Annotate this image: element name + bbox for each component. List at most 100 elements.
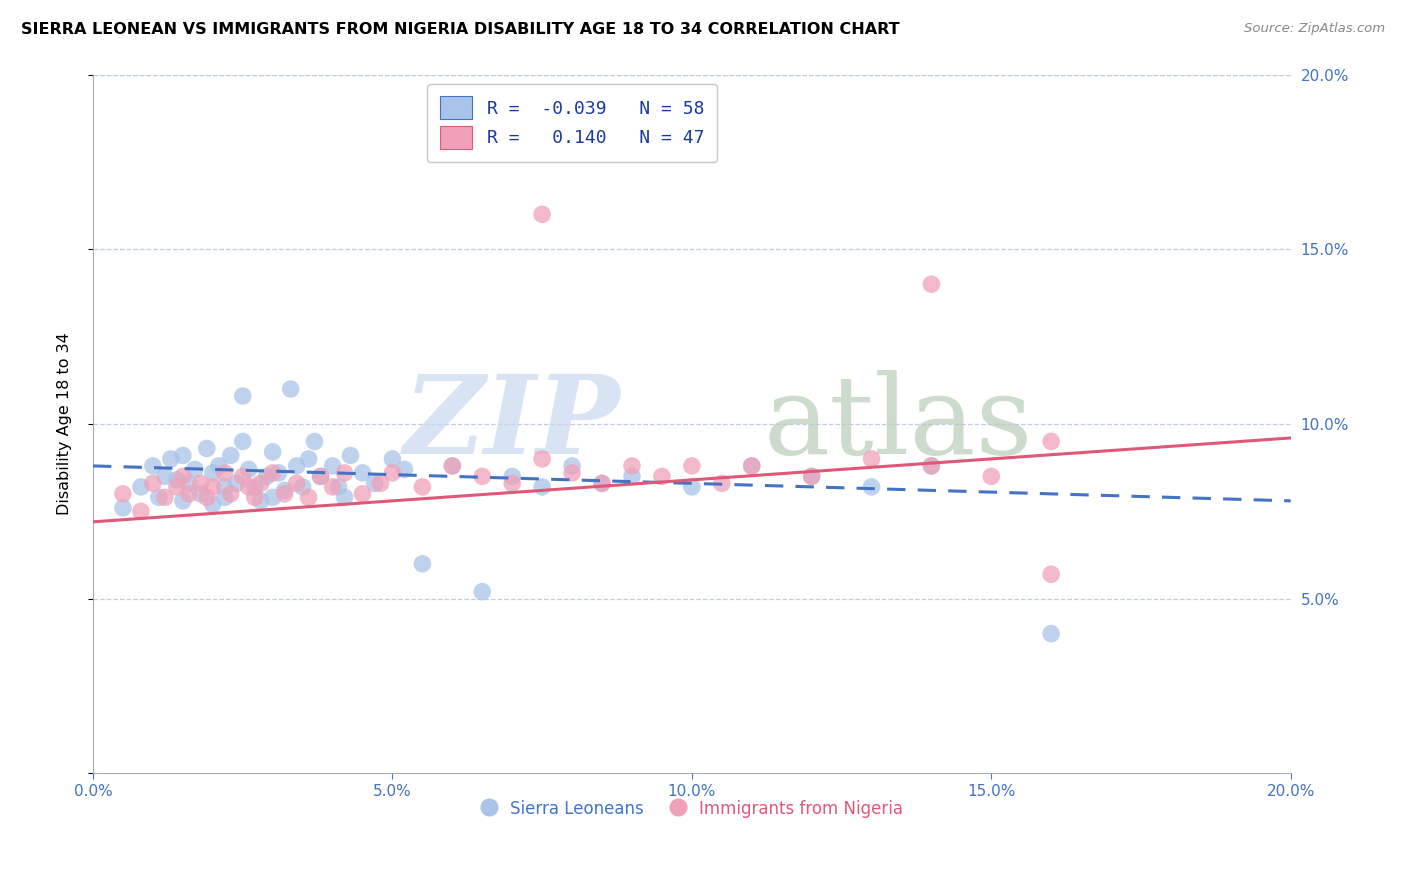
Point (142, 476, 165, 491)
Point (1040, 434, 1063, 449)
Point (129, 504, 152, 518)
Point (411, 480, 433, 494)
Point (280, 382, 302, 396)
Point (471, 469, 494, 483)
Text: Source: ZipAtlas.com: Source: ZipAtlas.com (1244, 22, 1385, 36)
Point (501, 469, 523, 483)
Point (201, 480, 224, 494)
Point (328, 480, 350, 494)
Text: SIERRA LEONEAN VS IMMIGRANTS FROM NIGERIA DISABILITY AGE 18 TO 34 CORRELATION CH: SIERRA LEONEAN VS IMMIGRANTS FROM NIGERI… (21, 22, 900, 37)
Point (172, 493, 194, 508)
Point (153, 491, 176, 505)
Point (620, 469, 643, 483)
Point (531, 207, 554, 221)
Point (267, 466, 290, 480)
Point (352, 466, 374, 480)
Point (651, 469, 673, 483)
Point (195, 442, 218, 456)
Point (219, 449, 242, 463)
Point (620, 458, 643, 473)
Point (304, 434, 326, 449)
Point (531, 480, 554, 494)
Point (363, 476, 385, 491)
Point (201, 497, 224, 511)
Legend: Sierra Leoneans, Immigrants from Nigeria: Sierra Leoneans, Immigrants from Nigeria (474, 793, 910, 824)
Point (322, 480, 344, 494)
Point (920, 277, 942, 292)
Point (309, 469, 332, 483)
Point (471, 584, 494, 599)
Point (561, 466, 583, 480)
Point (381, 466, 404, 480)
Point (172, 469, 194, 483)
Point (980, 469, 1002, 483)
Point (177, 487, 200, 501)
Point (262, 466, 284, 480)
Point (273, 483, 295, 498)
Point (800, 469, 823, 483)
Point (238, 462, 260, 476)
Point (441, 458, 464, 473)
Point (352, 487, 374, 501)
Point (166, 480, 188, 494)
Point (370, 476, 392, 491)
Y-axis label: Disability Age 18 to 34: Disability Age 18 to 34 (58, 333, 72, 516)
Point (142, 458, 165, 473)
Point (225, 476, 247, 491)
Point (273, 487, 295, 501)
Point (243, 491, 266, 505)
Point (339, 449, 361, 463)
Point (249, 493, 271, 508)
Point (153, 469, 176, 483)
Point (741, 458, 763, 473)
Point (741, 458, 763, 473)
Point (160, 451, 183, 466)
Point (394, 462, 416, 476)
Point (243, 480, 266, 494)
Point (297, 451, 319, 466)
Point (262, 445, 284, 459)
Point (411, 557, 433, 571)
Point (681, 458, 703, 473)
Point (208, 458, 231, 473)
Point (201, 466, 224, 480)
Point (1040, 567, 1063, 582)
Point (710, 476, 733, 491)
Point (232, 389, 254, 403)
Point (214, 491, 236, 505)
Point (232, 469, 254, 483)
Point (591, 476, 613, 491)
Point (322, 458, 344, 473)
Point (285, 458, 308, 473)
Point (800, 469, 823, 483)
Point (860, 480, 883, 494)
Point (214, 466, 236, 480)
Point (309, 469, 332, 483)
Point (129, 480, 152, 494)
Point (111, 500, 134, 515)
Point (441, 458, 464, 473)
Point (381, 451, 404, 466)
Point (249, 476, 271, 491)
Point (214, 480, 236, 494)
Point (190, 487, 212, 501)
Point (166, 473, 188, 487)
Point (681, 480, 703, 494)
Point (920, 458, 942, 473)
Point (184, 462, 207, 476)
Text: atlas: atlas (763, 370, 1033, 477)
Point (860, 451, 883, 466)
Point (219, 487, 242, 501)
Point (285, 476, 308, 491)
Point (172, 449, 194, 463)
Text: ZIP: ZIP (404, 370, 620, 478)
Point (177, 476, 200, 491)
Point (1040, 626, 1063, 640)
Point (291, 480, 314, 494)
Point (333, 466, 356, 480)
Point (501, 476, 523, 491)
Point (333, 491, 356, 505)
Point (238, 480, 260, 494)
Point (148, 491, 170, 505)
Point (297, 491, 319, 505)
